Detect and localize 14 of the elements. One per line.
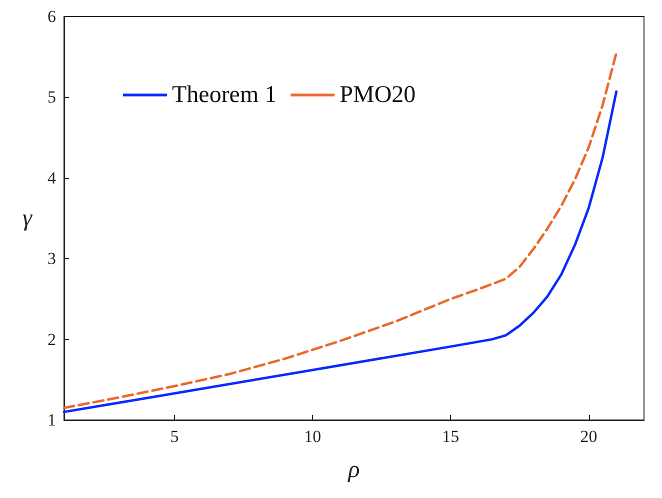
x-tick-label: 20 (580, 427, 598, 446)
y-tick-label: 5 (48, 88, 56, 107)
legend-label: PMO20 (340, 82, 416, 108)
x-tick-label: 10 (304, 427, 322, 446)
y-axis-title: γ (22, 205, 33, 232)
x-axis-title: ρ (347, 457, 360, 483)
y-tick-label: 1 (48, 410, 56, 430)
legend-label: Theorem 1 (172, 82, 277, 108)
y-tick-label: 6 (48, 7, 56, 26)
x-tick-label: 15 (442, 427, 460, 446)
y-tick-label: 4 (48, 168, 56, 188)
y-tick-label: 2 (48, 330, 56, 349)
y-tick-label: 3 (48, 249, 56, 268)
x-tick-label: 5 (170, 427, 179, 446)
